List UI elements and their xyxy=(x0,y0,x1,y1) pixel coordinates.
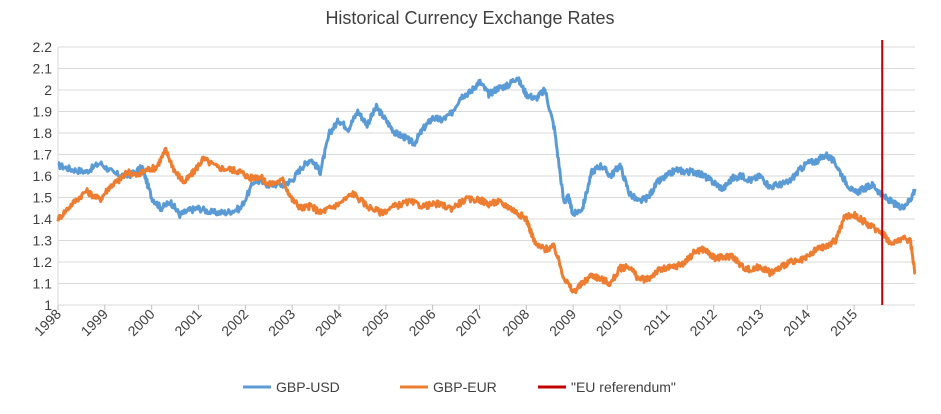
legend-label-eu-referendum: "EU referendum" xyxy=(571,379,676,395)
legend-label-gbp-usd: GBP-USD xyxy=(276,379,340,395)
x-tick-label: 2001 xyxy=(171,306,204,339)
x-tick-label: 2010 xyxy=(593,306,626,339)
legend-label-gbp-eur: GBP-EUR xyxy=(433,379,497,395)
x-tick-label: 2004 xyxy=(312,306,345,339)
x-tick-label: 2000 xyxy=(124,306,157,339)
series-line-gbp-usd xyxy=(57,76,917,219)
x-tick-label: 2013 xyxy=(733,306,766,339)
x-tick-label: 2002 xyxy=(218,306,251,339)
y-tick-label: 1.9 xyxy=(33,104,53,120)
y-tick-label: 1.8 xyxy=(33,125,53,141)
y-tick-label: 2.1 xyxy=(33,61,53,77)
series-line-gbp-eur xyxy=(56,146,917,295)
series-lines xyxy=(56,76,917,295)
x-tick-label: 2008 xyxy=(499,306,532,339)
x-tick-label: 2014 xyxy=(780,306,813,339)
y-tick-label: 1.3 xyxy=(33,233,53,249)
x-tick-label: 1999 xyxy=(78,306,111,339)
grid-lines xyxy=(57,46,915,306)
legend: GBP-USD GBP-EUR "EU referendum" xyxy=(243,379,676,395)
x-tick-label: 1998 xyxy=(31,306,64,339)
x-tick-label: 2012 xyxy=(686,306,719,339)
y-axis-ticks: 2.2 2.1 2 1.9 1.8 1.7 1.6 1.5 1.4 1.3 1.2 1.1 1 xyxy=(33,39,53,313)
y-tick-label: 1.6 xyxy=(33,168,53,184)
chart-title: Historical Currency Exchange Rates xyxy=(325,8,614,28)
x-tick-label: 2009 xyxy=(546,306,579,339)
x-tick-label: 2003 xyxy=(265,306,298,339)
y-tick-label: 1.5 xyxy=(33,190,53,206)
y-tick-label: 1.7 xyxy=(33,147,53,163)
x-tick-label: 2007 xyxy=(452,306,485,339)
y-tick-label: 2.2 xyxy=(33,39,53,55)
x-tick-label: 2005 xyxy=(359,306,392,339)
y-tick-label: 1.4 xyxy=(33,211,53,227)
x-tick-label: 2006 xyxy=(405,306,438,339)
x-tick-label: 2015 xyxy=(827,306,860,339)
y-tick-label: 1.2 xyxy=(33,254,53,270)
x-tick-label: 2011 xyxy=(640,306,673,339)
y-tick-label: 1 xyxy=(44,297,52,313)
y-tick-label: 1.1 xyxy=(33,276,53,292)
y-tick-label: 2 xyxy=(44,82,52,98)
x-axis-ticks: 1998 1999 2000 2001 2002 2003 2004 2005 2006 2007… xyxy=(31,305,860,339)
